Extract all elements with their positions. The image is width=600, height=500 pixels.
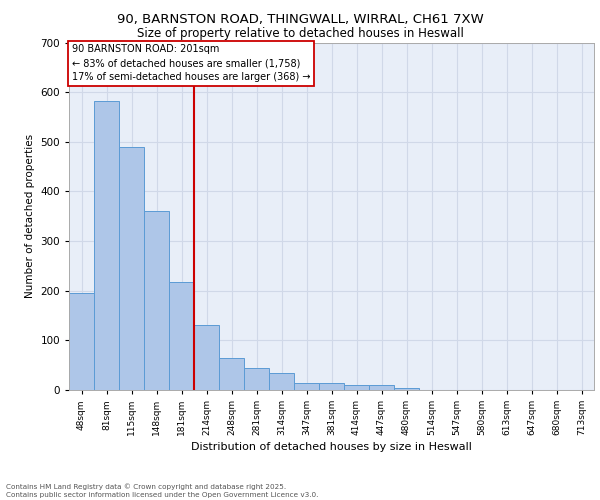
Bar <box>394 388 419 390</box>
Text: 90 BARNSTON ROAD: 201sqm
← 83% of detached houses are smaller (1,758)
17% of sem: 90 BARNSTON ROAD: 201sqm ← 83% of detach… <box>71 44 310 82</box>
Bar <box>194 326 219 390</box>
Bar <box>169 282 194 390</box>
Bar <box>294 382 319 390</box>
Bar <box>269 372 294 390</box>
Bar <box>369 385 394 390</box>
Text: Contains HM Land Registry data © Crown copyright and database right 2025.
Contai: Contains HM Land Registry data © Crown c… <box>6 484 319 498</box>
Bar <box>69 293 94 390</box>
Text: Size of property relative to detached houses in Heswall: Size of property relative to detached ho… <box>137 28 463 40</box>
Bar <box>144 212 169 390</box>
Text: 90, BARNSTON ROAD, THINGWALL, WIRRAL, CH61 7XW: 90, BARNSTON ROAD, THINGWALL, WIRRAL, CH… <box>116 12 484 26</box>
Bar <box>344 385 369 390</box>
X-axis label: Distribution of detached houses by size in Heswall: Distribution of detached houses by size … <box>191 442 472 452</box>
Bar <box>94 100 119 390</box>
Bar <box>319 382 344 390</box>
Bar <box>244 368 269 390</box>
Bar <box>119 147 144 390</box>
Y-axis label: Number of detached properties: Number of detached properties <box>25 134 35 298</box>
Bar <box>219 358 244 390</box>
